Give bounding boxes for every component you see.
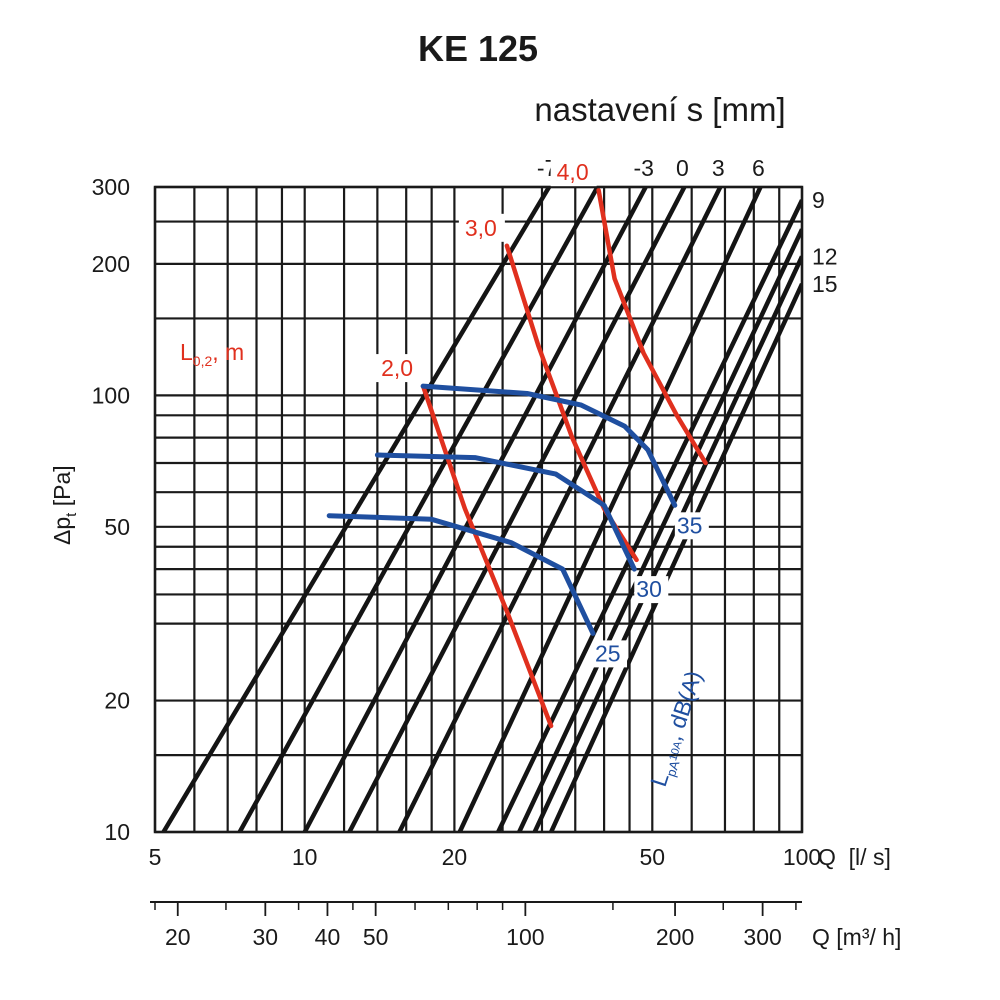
y-axis-label-main: Δp: [49, 517, 75, 545]
setting-label: 12: [812, 243, 838, 269]
secondary-axis: 20 30 40 50 100 200 300: [150, 901, 802, 950]
y-tick-label: 100: [92, 382, 130, 408]
setting-line: [532, 255, 802, 832]
setting-line: [237, 187, 600, 832]
grid: [153, 185, 804, 834]
setting-label: 9: [812, 187, 825, 213]
secondary-tick-label: 300: [743, 924, 781, 950]
y-tick-label: 300: [92, 174, 130, 200]
secondary-tick-label: 50: [363, 924, 389, 950]
noise-series-label-sup: 10A: [667, 739, 685, 762]
setting-line: [397, 187, 723, 832]
noise-curve: [374, 452, 637, 572]
chart-title: KE 125: [418, 28, 538, 69]
chart-subtitle: nastavení s [mm]: [534, 91, 785, 128]
throw-series-label-main: L: [180, 339, 193, 365]
secondary-axis-label: Q [m³/ h]: [812, 924, 901, 950]
x-tick-label: 100: [783, 844, 821, 870]
noise-label: 35: [677, 512, 703, 538]
noise-label-bg: [634, 576, 669, 604]
throw-curve: [420, 383, 554, 729]
setting-curves: [161, 187, 802, 832]
throw-label-bg: [458, 213, 505, 242]
setting-line: [496, 199, 802, 832]
plot-frame: [153, 185, 804, 834]
throw-series-label-suffix: , m: [212, 339, 244, 365]
secondary-tick-label: 30: [253, 924, 279, 950]
secondary-tick-label: 100: [506, 924, 544, 950]
x-tick-label: 5: [149, 844, 162, 870]
throw-label: 2,0: [381, 355, 413, 381]
secondary-tick-label: 40: [315, 924, 341, 950]
setting-line: [302, 187, 648, 832]
noise-series-label-suffix: , dB(A): [660, 668, 707, 744]
noise-series-label: LpA10A, dB(A): [645, 668, 711, 791]
throw-label-bg: [375, 354, 422, 383]
setting-label: 0: [676, 155, 689, 181]
y-axis-label: Δpt [Pa]: [49, 465, 80, 545]
setting-label: 3: [712, 155, 725, 181]
setting-label: -3: [633, 155, 653, 181]
noise-series-label-sub: pA: [663, 759, 682, 779]
noise-curve: [420, 383, 678, 508]
throw-series-label-sub: 0,2: [193, 353, 213, 369]
noise-label: 25: [595, 640, 621, 666]
secondary-tick-label: 20: [165, 924, 191, 950]
throw-label: 3,0: [465, 215, 497, 241]
y-axis-label-sub: t: [63, 512, 80, 517]
throw-label-bg: [550, 158, 597, 187]
setting-label: 15: [812, 271, 838, 297]
setting-line: [517, 228, 802, 832]
y-axis-label-unit: [Pa]: [49, 465, 75, 512]
setting-label: 6: [752, 155, 765, 181]
tick-labels: 5 10 20 50 100 10 20 50 100 200 300: [92, 174, 822, 870]
throw-curve: [596, 187, 708, 466]
throw-series-label: L0,2, m: [180, 339, 244, 369]
noise-label-bg: [674, 512, 709, 540]
y-tick-label: 10: [104, 819, 130, 845]
x-tick-label: 20: [442, 844, 468, 870]
setting-line: [457, 187, 763, 832]
y-tick-label: 50: [104, 514, 130, 540]
y-tick-label: 200: [92, 251, 130, 277]
x-tick-label: 10: [292, 844, 318, 870]
y-tick-label: 20: [104, 688, 130, 714]
setting-line: [347, 187, 687, 832]
noise-label-bg: [593, 640, 628, 668]
setting-line: [161, 187, 552, 832]
secondary-tick-label: 200: [656, 924, 694, 950]
noise-curve: [326, 513, 596, 636]
setting-line: [549, 282, 802, 832]
x-tick-label: 50: [640, 844, 666, 870]
noise-label: 30: [636, 576, 662, 602]
throw-label: 4,0: [557, 159, 589, 185]
noise-curves: [326, 383, 678, 636]
x-axis-label: Q [l/ s]: [818, 844, 891, 870]
